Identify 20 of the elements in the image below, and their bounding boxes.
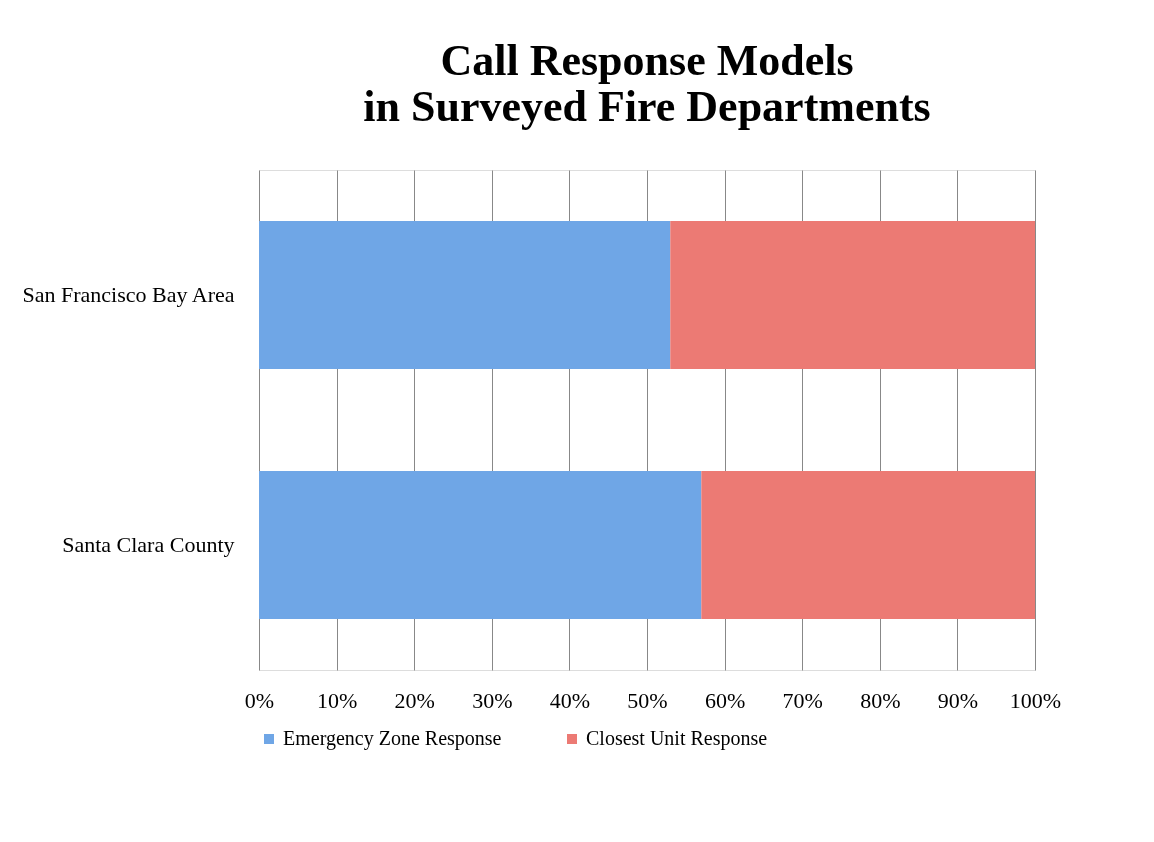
x-tick-label: 50% — [627, 687, 668, 713]
x-tick-label: 40% — [549, 687, 591, 713]
chart-title: Call Response Models in Surveyed Fire Departments — [363, 36, 931, 131]
x-tick-label: 60% — [704, 687, 746, 713]
bar — [259, 221, 671, 369]
x-tick-label: 30% — [472, 687, 513, 713]
y-tick-label: Santa Clara County — [62, 532, 235, 557]
x-tick-label: 90% — [937, 687, 979, 713]
bar — [670, 221, 1035, 369]
x-tick-label: 20% — [394, 687, 435, 713]
y-tick-label: San Francisco Bay Area — [22, 282, 235, 307]
bar — [259, 471, 702, 619]
x-tick-label: 100% — [1009, 687, 1062, 713]
x-tick-label: 80% — [860, 687, 901, 713]
x-tick-label: 10% — [316, 687, 358, 713]
x-tick-label: 70% — [782, 687, 823, 713]
legend-label: Emergency Zone Response — [283, 727, 502, 750]
x-tick-label: 0% — [244, 687, 275, 713]
legend-label: Closest Unit Response — [586, 727, 768, 750]
bar — [701, 471, 1035, 619]
